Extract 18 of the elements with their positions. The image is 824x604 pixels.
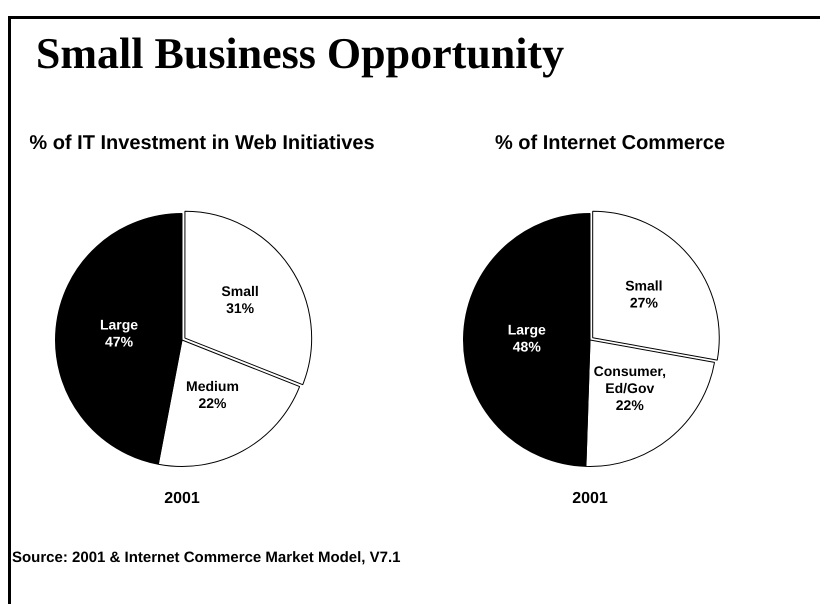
source-note: Source: 2001 & Internet Commerce Market Model, V7.1 bbox=[12, 548, 402, 568]
data-label: 31% bbox=[226, 300, 255, 316]
slice-label: Consumer, Ed/Gov bbox=[594, 363, 666, 396]
slice-label: Medium bbox=[186, 378, 239, 394]
slice-label: Large bbox=[508, 321, 546, 338]
text: 2001 bbox=[571, 490, 609, 508]
data-label: 27% bbox=[630, 294, 658, 310]
chart-subtitle: % of Internet Commerce bbox=[494, 131, 726, 156]
slice-label: Large bbox=[100, 316, 138, 332]
data-label: 22% bbox=[616, 397, 644, 414]
chart-title: Small Business Opportunity bbox=[34, 28, 566, 79]
data-label: 47% bbox=[105, 333, 134, 350]
text: 2001 bbox=[163, 490, 201, 508]
data-label: 48% bbox=[512, 338, 542, 354]
data-label: 22% bbox=[198, 394, 228, 411]
slice-label: Small bbox=[625, 277, 663, 294]
chart-subtitle: % of IT Investment in Web Initiatives bbox=[28, 131, 376, 156]
slice-label: Small bbox=[221, 282, 259, 299]
